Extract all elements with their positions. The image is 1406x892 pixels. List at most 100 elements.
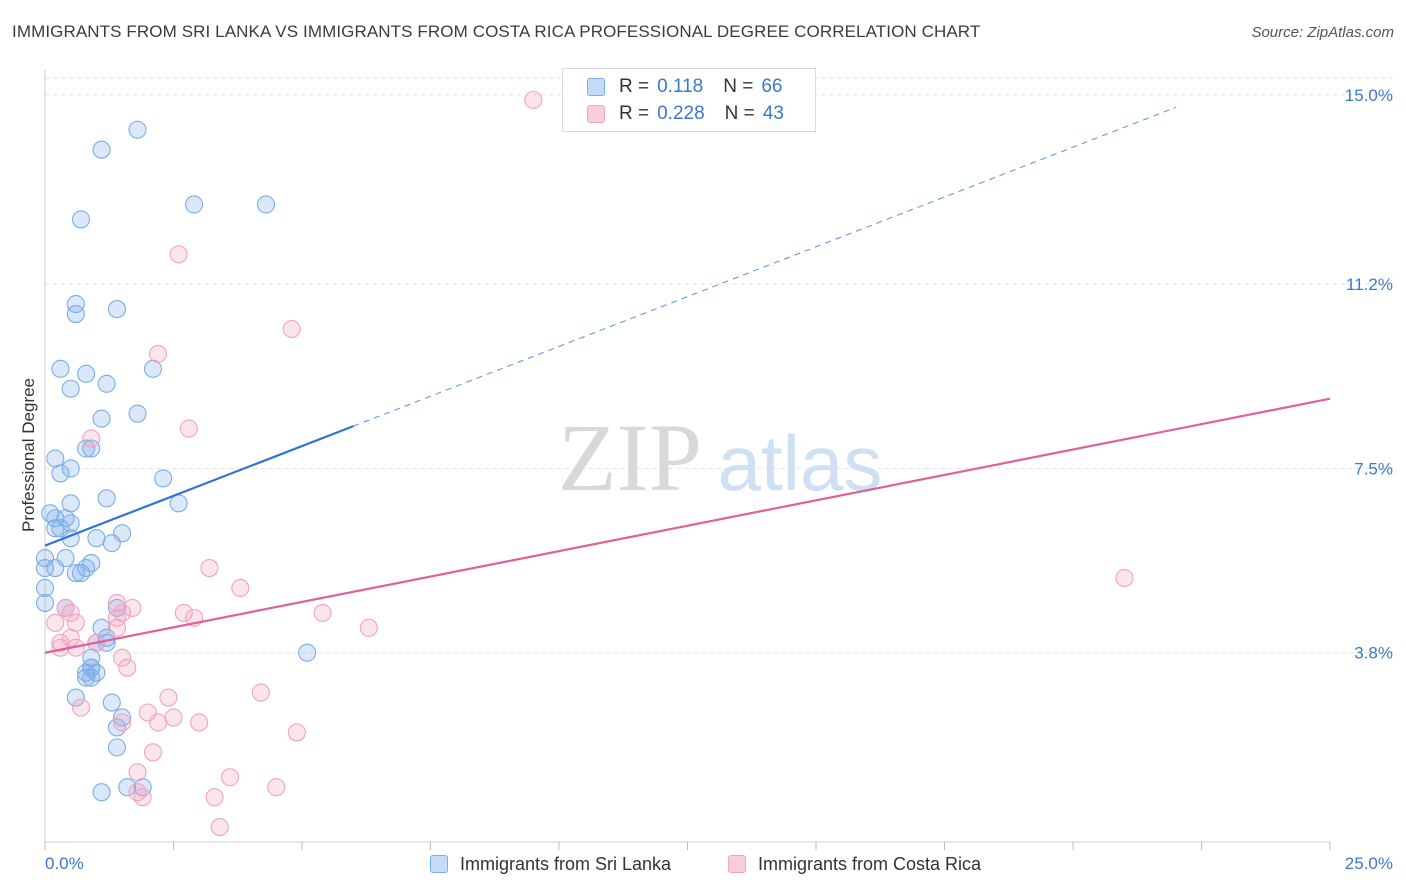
legend-n-label: N = <box>724 103 755 124</box>
point-costa-rica <box>205 788 224 807</box>
x-tick-label-max: 25.0% <box>1345 854 1393 873</box>
legend-row-costa-rica: R = 0.228 N = 43 <box>587 102 784 126</box>
bottom-legend-costa-rica[interactable]: Immigrants from Costa Rica <box>728 852 981 876</box>
legend-n-label: N = <box>723 76 754 97</box>
bottom-legend-swatch-sri-lanka <box>430 855 448 873</box>
point-costa-rica <box>107 618 127 637</box>
point-sri-lanka <box>107 598 127 617</box>
point-costa-rica <box>61 628 80 647</box>
point-sri-lanka <box>46 559 65 578</box>
legend-swatch-costa-rica <box>587 105 605 123</box>
point-costa-rica <box>164 708 183 727</box>
point-sri-lanka <box>35 559 55 578</box>
point-costa-rica <box>128 783 147 802</box>
point-sri-lanka <box>77 668 96 687</box>
watermark-atlas: atlas <box>718 419 883 507</box>
point-sri-lanka <box>66 563 85 583</box>
y-axis-label: Professional Degree <box>19 378 38 532</box>
point-costa-rica <box>118 658 137 677</box>
point-sri-lanka <box>61 459 80 478</box>
point-sri-lanka <box>82 658 101 677</box>
point-sri-lanka <box>113 524 132 543</box>
legend-r-label: R = <box>619 76 650 97</box>
point-costa-rica <box>113 648 132 667</box>
point-costa-rica <box>56 598 75 617</box>
point-costa-rica <box>123 598 142 617</box>
point-sri-lanka <box>82 554 101 573</box>
legend-r-value: 0.228 <box>657 103 705 124</box>
legend-swatch-sri-lanka <box>587 78 605 96</box>
point-sri-lanka <box>92 140 111 159</box>
bottom-legend-sri-lanka[interactable]: Immigrants from Sri Lanka <box>430 852 671 876</box>
point-sri-lanka <box>128 404 147 423</box>
point-sri-lanka <box>77 439 96 458</box>
point-sri-lanka <box>107 300 127 319</box>
point-sri-lanka <box>107 718 127 737</box>
point-sri-lanka <box>51 464 70 483</box>
point-costa-rica <box>149 713 168 732</box>
point-costa-rica <box>231 578 250 598</box>
legend-row-sri-lanka: R = 0.118 N = 66 <box>587 75 783 99</box>
legend-r-value: 0.118 <box>657 76 704 97</box>
watermark-zip: ZIP <box>558 404 702 511</box>
y-tick-label: 7.5% <box>1354 459 1393 478</box>
point-sri-lanka <box>35 578 55 598</box>
point-costa-rica <box>210 818 229 837</box>
point-sri-lanka <box>128 120 147 139</box>
point-sri-lanka <box>92 783 111 802</box>
bottom-legend-label-costa-rica: Immigrants from Costa Rica <box>758 853 982 874</box>
point-costa-rica <box>524 90 543 109</box>
point-costa-rica <box>46 613 65 632</box>
point-sri-lanka <box>107 738 127 757</box>
point-sri-lanka <box>35 593 55 612</box>
point-sri-lanka <box>77 364 96 383</box>
y-tick-label: 3.8% <box>1354 644 1393 663</box>
point-sri-lanka <box>92 409 111 428</box>
point-sri-lanka <box>66 305 85 324</box>
point-sri-lanka <box>256 195 276 214</box>
point-sri-lanka <box>46 519 65 538</box>
point-costa-rica <box>149 344 168 363</box>
point-costa-rica <box>71 698 91 717</box>
x-tick-label-min: 0.0% <box>45 854 84 873</box>
grid-lines <box>45 77 1395 654</box>
point-sri-lanka <box>118 778 137 797</box>
point-costa-rica <box>169 245 188 264</box>
source-label: Source: ZipAtlas.com <box>1251 24 1394 41</box>
point-sri-lanka <box>113 708 132 727</box>
trend-line-sri-lanka <box>44 425 354 547</box>
point-costa-rica <box>82 429 101 448</box>
point-costa-rica <box>107 608 127 627</box>
point-costa-rica <box>113 713 132 732</box>
point-sri-lanka <box>71 210 91 229</box>
point-sri-lanka <box>61 379 80 398</box>
point-costa-rica <box>179 419 198 438</box>
point-sri-lanka <box>185 195 204 214</box>
correlation-legend: R = 0.118 N = 66 R = 0.228 N = 43 <box>562 68 816 132</box>
point-sri-lanka <box>51 359 70 378</box>
point-costa-rica <box>143 743 162 762</box>
point-costa-rica <box>313 603 332 622</box>
legend-n-value: 43 <box>762 103 784 124</box>
point-sri-lanka <box>77 559 96 578</box>
point-sri-lanka <box>82 439 101 458</box>
point-costa-rica <box>200 559 219 578</box>
tick-labels: 3.8% 7.5% 11.2% 15.0% 0.0% 25.0% <box>45 86 1393 873</box>
point-sri-lanka <box>87 663 106 682</box>
axes <box>44 70 1331 850</box>
point-costa-rica <box>267 778 286 797</box>
point-sri-lanka <box>66 295 85 314</box>
point-sri-lanka <box>77 663 96 682</box>
point-sri-lanka <box>87 529 106 548</box>
point-sri-lanka <box>97 374 116 393</box>
point-costa-rica <box>359 618 378 637</box>
point-costa-rica <box>190 713 209 732</box>
point-sri-lanka <box>298 643 317 662</box>
point-costa-rica <box>251 683 270 702</box>
point-costa-rica <box>61 603 80 622</box>
point-costa-rica <box>133 788 152 807</box>
point-costa-rica <box>287 723 306 742</box>
point-sri-lanka <box>102 693 121 712</box>
point-sri-lanka <box>154 469 173 488</box>
